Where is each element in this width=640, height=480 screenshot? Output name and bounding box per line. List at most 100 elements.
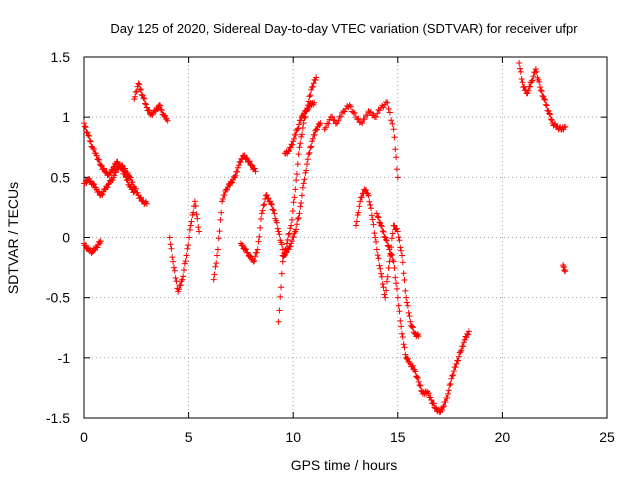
data-point-dense bbox=[190, 209, 197, 216]
data-point-dense bbox=[516, 65, 523, 72]
data-point-dense bbox=[278, 241, 285, 248]
data-point-dense bbox=[397, 244, 404, 251]
data-point-dense bbox=[298, 131, 305, 138]
data-point-dense bbox=[442, 398, 449, 405]
data-point-dense bbox=[306, 93, 313, 100]
y-tick-label: -1 bbox=[58, 350, 71, 366]
data-point-dense bbox=[446, 382, 453, 389]
data-point-dense bbox=[312, 77, 319, 84]
series-seg-e bbox=[166, 198, 203, 295]
data-point-dense bbox=[242, 246, 249, 253]
data-point-dense bbox=[295, 125, 302, 132]
data-point-dense bbox=[296, 121, 303, 128]
data-point-dense bbox=[289, 208, 296, 215]
data-point-dense bbox=[295, 151, 302, 158]
data-point-dense bbox=[370, 221, 377, 228]
data-point-dense bbox=[301, 176, 308, 183]
data-point-dense bbox=[379, 102, 386, 109]
data-point-dense bbox=[393, 225, 400, 232]
data-point-dense bbox=[368, 205, 375, 212]
series-seg-g bbox=[237, 191, 286, 265]
data-point-dense bbox=[293, 221, 300, 228]
data-point-dense bbox=[256, 233, 263, 240]
data-point-dense bbox=[293, 171, 300, 178]
data-point-dense bbox=[251, 165, 258, 172]
data-point-dense bbox=[378, 223, 385, 230]
data-point-dense bbox=[182, 258, 189, 265]
data-point bbox=[359, 120, 366, 127]
data-point-dense bbox=[533, 68, 540, 75]
data-point-dense bbox=[329, 113, 336, 120]
data-point bbox=[378, 270, 385, 277]
data-point-dense bbox=[297, 203, 304, 210]
data-point-dense bbox=[311, 131, 318, 138]
data-point bbox=[449, 372, 456, 379]
data-point bbox=[541, 96, 548, 103]
data-point-dense bbox=[552, 120, 559, 127]
data-point-dense bbox=[294, 161, 301, 168]
series-seg-j bbox=[279, 120, 324, 259]
data-point-dense bbox=[406, 313, 413, 320]
data-point-dense bbox=[217, 216, 224, 223]
data-point-dense bbox=[450, 372, 457, 379]
data-point-dense bbox=[244, 249, 251, 256]
data-point bbox=[453, 360, 460, 367]
x-tick-label: 15 bbox=[390, 429, 406, 445]
data-point-dense bbox=[364, 112, 371, 119]
data-point-dense bbox=[307, 144, 314, 151]
data-point bbox=[562, 268, 569, 275]
data-point-dense bbox=[286, 230, 293, 237]
data-point bbox=[357, 198, 364, 205]
data-point bbox=[445, 390, 452, 397]
data-point-dense bbox=[547, 116, 554, 123]
data-point-dense bbox=[292, 131, 299, 138]
data-point-dense bbox=[452, 364, 459, 371]
data-point bbox=[394, 174, 401, 181]
data-point-dense bbox=[290, 234, 297, 241]
data-point-dense bbox=[276, 231, 283, 238]
data-point-dense bbox=[87, 138, 94, 145]
data-point-dense bbox=[137, 86, 144, 93]
data-point-dense bbox=[358, 194, 365, 201]
data-point bbox=[390, 126, 397, 133]
data-point bbox=[394, 228, 401, 235]
data-point-dense bbox=[274, 225, 281, 232]
data-point-dense bbox=[357, 118, 364, 125]
data-point-dense bbox=[527, 83, 534, 90]
data-point bbox=[210, 276, 217, 283]
data-point-dense bbox=[519, 79, 526, 86]
data-point-dense bbox=[289, 141, 296, 148]
data-point-dense bbox=[158, 107, 165, 114]
data-point-dense bbox=[529, 77, 536, 84]
data-point bbox=[166, 234, 173, 241]
data-point bbox=[196, 228, 203, 235]
data-point-dense bbox=[188, 218, 195, 225]
data-point bbox=[97, 238, 104, 245]
data-point-dense bbox=[288, 238, 295, 245]
data-point bbox=[394, 294, 401, 301]
data-point-dense bbox=[112, 169, 119, 176]
data-point-dense bbox=[347, 103, 354, 110]
data-point-dense bbox=[409, 362, 416, 369]
data-point-dense bbox=[132, 89, 139, 96]
data-point-dense bbox=[314, 126, 321, 133]
data-point-dense bbox=[455, 357, 462, 364]
data-point-dense bbox=[127, 174, 134, 181]
data-point bbox=[85, 132, 92, 139]
data-point-dense bbox=[525, 87, 532, 94]
data-point-dense bbox=[386, 109, 393, 116]
data-point-dense bbox=[385, 243, 392, 250]
data-point bbox=[254, 246, 261, 253]
data-point-dense bbox=[305, 151, 312, 158]
data-point bbox=[390, 258, 397, 265]
data-point-dense bbox=[425, 390, 432, 397]
data-point bbox=[183, 252, 190, 259]
data-point bbox=[373, 210, 380, 217]
data-point-dense bbox=[383, 237, 390, 244]
data-point bbox=[250, 258, 257, 265]
data-point bbox=[415, 333, 422, 340]
data-point-dense bbox=[373, 113, 380, 120]
data-point-dense bbox=[405, 309, 412, 316]
data-point-dense bbox=[104, 184, 111, 191]
data-point-dense bbox=[547, 111, 554, 118]
